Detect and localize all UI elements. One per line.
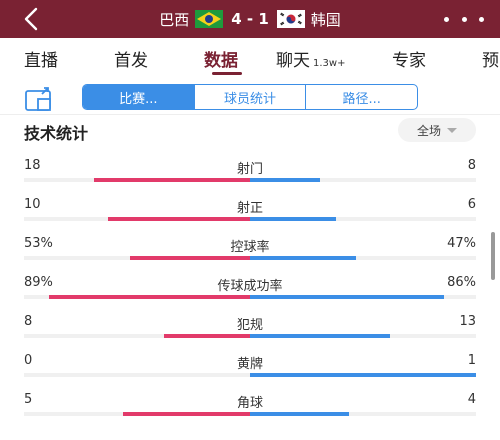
- away-value: 13: [459, 314, 476, 329]
- home-value: 89%: [24, 275, 53, 290]
- scrollbar-thumb[interactable]: [491, 232, 495, 280]
- scope-label: 全场: [416, 123, 441, 138]
- stat-row-corners: 5 角球 4: [0, 392, 500, 428]
- stats-segmented-control: 比赛... 球员统计 路径...: [82, 84, 418, 110]
- scope-dropdown[interactable]: 全场: [398, 118, 476, 142]
- match-score: 4 - 1: [231, 10, 269, 28]
- brazil-flag-icon: [195, 10, 224, 28]
- away-bar: [250, 178, 321, 182]
- stat-name: 射正: [236, 201, 263, 216]
- away-value: 1: [467, 353, 476, 368]
- home-bar: [164, 334, 250, 338]
- tab-live[interactable]: 直播: [24, 51, 58, 71]
- caret-down-icon: [447, 127, 457, 133]
- home-bar: [107, 217, 250, 221]
- home-value: 8: [24, 314, 33, 329]
- home-value: 0: [24, 353, 33, 368]
- away-value: 8: [467, 158, 476, 173]
- stat-row-shots: 18 射门 8: [0, 158, 500, 194]
- chat-count-badge: 1.3w+: [313, 58, 346, 69]
- away-bar: [250, 334, 391, 338]
- stat-name: 传球成功率: [217, 279, 283, 294]
- tab-chat[interactable]: 聊天 1.3w+: [276, 51, 346, 71]
- match-title: 巴西 4 - 1 韩国: [0, 0, 500, 38]
- tab-experts[interactable]: 专家: [392, 51, 426, 71]
- away-bar: [250, 217, 336, 221]
- stat-row-possession: 53% 控球率 47%: [0, 236, 500, 272]
- tab-prediction[interactable]: 预: [482, 51, 499, 71]
- stat-name: 黄牌: [236, 357, 263, 372]
- away-value: 6: [467, 197, 476, 212]
- stat-row-shots-on-target: 10 射正 6: [0, 197, 500, 233]
- active-tab-indicator: [212, 72, 242, 75]
- stat-row-pass-accuracy: 89% 传球成功率 86%: [0, 275, 500, 311]
- home-value: 5: [24, 392, 33, 407]
- home-value: 10: [24, 197, 41, 212]
- stat-row-fouls: 8 犯规 13: [0, 314, 500, 350]
- korea-flag-icon: [276, 10, 305, 28]
- subtab-player-stats[interactable]: 球员统计: [195, 85, 307, 109]
- stat-name: 射门: [236, 162, 263, 177]
- home-bar: [94, 178, 250, 182]
- away-bar: [250, 373, 476, 377]
- tabs-divider: [0, 114, 500, 115]
- away-team-name: 韩国: [310, 10, 341, 29]
- home-value: 18: [24, 158, 41, 173]
- section-title: 技术统计: [24, 124, 89, 143]
- stat-name: 犯规: [236, 318, 263, 333]
- away-value: 86%: [447, 275, 476, 290]
- away-bar: [250, 412, 350, 416]
- chevron-left-icon: [24, 7, 38, 31]
- home-bar: [48, 295, 250, 299]
- screen-layout-icon[interactable]: [24, 86, 60, 112]
- away-bar: [250, 295, 445, 299]
- subtab-match[interactable]: 比赛...: [83, 85, 195, 109]
- away-value: 47%: [447, 236, 476, 251]
- match-header: 巴西 4 - 1 韩国: [0, 0, 500, 38]
- home-value: 53%: [24, 236, 53, 251]
- home-bar: [130, 256, 250, 260]
- away-bar: [250, 256, 357, 260]
- home-bar: [123, 412, 250, 416]
- subtab-path[interactable]: 路径...: [342, 91, 381, 107]
- back-button[interactable]: [18, 6, 44, 32]
- stat-row-yellow-cards: 0 黄牌 1: [0, 353, 500, 389]
- tab-data[interactable]: 数据: [204, 51, 238, 71]
- tab-lineup[interactable]: 首发: [114, 51, 148, 71]
- away-value: 4: [467, 392, 476, 407]
- stat-name: 控球率: [230, 240, 270, 255]
- home-team-name: 巴西: [159, 10, 190, 29]
- match-tabs: 直播 首发 数据 聊天 1.3w+ 专家 预: [0, 38, 500, 115]
- more-dots-icon[interactable]: [444, 10, 484, 28]
- stat-name: 角球: [236, 396, 263, 411]
